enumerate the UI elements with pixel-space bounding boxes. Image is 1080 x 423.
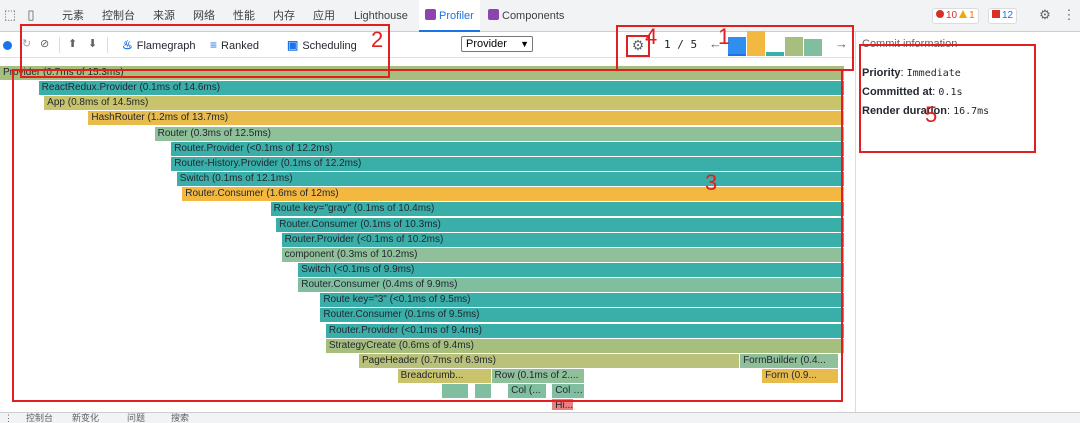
annotation-number: 1 <box>718 24 731 49</box>
flamegraph-bar[interactable]: Router.Consumer (1.6ms of 12ms) <box>182 187 845 202</box>
error-icon <box>936 10 944 18</box>
flamegraph-bar[interactable]: Row (0.1ms of 2.... <box>491 369 586 383</box>
flamegraph-bar[interactable]: FormBuilder (0.4... <box>740 353 840 368</box>
commit-info-title: Commit information <box>862 38 958 50</box>
tab-profiler[interactable]: Profiler <box>419 0 480 32</box>
flamegraph-chart: Provider (0.7ms of 15.3ms) ReactRedux.Pro… <box>0 66 848 410</box>
flamegraph-bar[interactable] <box>474 384 492 399</box>
calendar-icon: ▣ <box>287 38 299 52</box>
commit-info-panel: Commit information Priority: Immediate C… <box>855 32 1080 412</box>
tab-sources[interactable]: 来源 <box>153 10 175 22</box>
tab-console[interactable]: 控制台 <box>102 10 135 22</box>
drawer-tab-issues[interactable]: 问题 <box>127 413 146 423</box>
flamegraph-bar[interactable]: Breadcrumb... <box>397 369 492 383</box>
root-selector[interactable]: Provider ▼ <box>461 36 533 52</box>
flamegraph-bar[interactable]: component (0.3ms of 10.2ms) <box>281 247 845 262</box>
flamegraph-bar[interactable]: Col (... <box>508 384 547 399</box>
flamegraph-bar[interactable]: Switch (0.1ms of 12.1ms) <box>176 172 845 187</box>
tab-lighthouse[interactable]: Lighthouse <box>354 10 408 22</box>
inspect-element-icon[interactable]: ⬚ <box>3 7 17 22</box>
drawer-menu-icon[interactable]: ⋮ <box>4 413 13 423</box>
settings-gear-icon[interactable]: ⚙ <box>1039 7 1051 22</box>
commit-bar[interactable] <box>766 51 784 56</box>
priority-row: Priority: Immediate <box>862 67 961 79</box>
issues-icon <box>992 10 1000 18</box>
flamegraph-bar[interactable]: Route key="gray" (0.1ms of 10.4ms) <box>270 202 845 217</box>
drawer-tab-bar: ⋮ 控制台 新变化 问题 搜索 <box>0 412 1080 423</box>
committed-at-row: Committed at: 0.1s <box>862 86 963 98</box>
drawer-tab-search[interactable]: 搜索 <box>171 413 190 423</box>
flamegraph-bar[interactable]: Router (0.3ms of 12.5ms) <box>154 126 845 141</box>
annotation-number: 3 <box>705 170 718 195</box>
commit-bar[interactable] <box>747 31 765 56</box>
drawer-tab-console[interactable]: 控制台 <box>26 413 54 423</box>
flamegraph-bar[interactable]: Router.Consumer (0.1ms of 10.3ms) <box>276 217 845 232</box>
clear-profile-icon[interactable]: ⊘ <box>40 38 50 50</box>
flamegraph-bar[interactable]: ReactRedux.Provider (0.1ms of 14.6ms) <box>38 81 845 96</box>
annotation-number: 5 <box>925 102 938 127</box>
flamegraph-bar[interactable]: Router-History.Provider (0.1ms of 12.2ms… <box>171 156 845 171</box>
react-logo-icon <box>425 9 436 20</box>
flamegraph-bar[interactable] <box>441 384 470 399</box>
flamegraph-bar[interactable]: Router.Consumer (0.1ms of 9.5ms) <box>320 308 845 323</box>
flamegraph-bar[interactable]: App (0.8ms of 14.5ms) <box>44 96 845 111</box>
annotation-number: 2 <box>371 27 384 52</box>
drawer-tab-whats-new[interactable]: 新变化 <box>72 413 100 423</box>
toolbar-divider <box>107 37 108 53</box>
tab-elements[interactable]: 元素 <box>62 10 84 22</box>
error-count-badge[interactable]: 10 1 <box>932 8 979 24</box>
load-profile-icon[interactable]: ⬆ <box>68 38 78 50</box>
commit-index: 1 / 5 <box>664 38 698 51</box>
previous-commit-icon[interactable]: ← <box>709 36 722 51</box>
tab-network[interactable]: 网络 <box>193 10 215 22</box>
flamegraph-bar[interactable]: Switch (<0.1ms of 9.9ms) <box>298 262 845 277</box>
flamegraph-bar[interactable]: Router.Provider (<0.1ms of 12.2ms) <box>171 141 845 156</box>
flamegraph-bar[interactable]: StrategyCreate (0.6ms of 9.4ms) <box>325 338 845 353</box>
tab-performance[interactable]: 性能 <box>233 10 255 22</box>
tab-components[interactable]: Components <box>488 0 564 32</box>
scheduling-tab[interactable]: ▣ Scheduling <box>287 38 357 52</box>
flamegraph-bar[interactable]: Hi... <box>552 399 575 410</box>
react-logo-icon <box>488 9 499 20</box>
tab-application[interactable]: 应用 <box>313 10 335 22</box>
flamegraph-bar[interactable]: Provider (0.7ms of 15.3ms) <box>0 66 845 80</box>
flamegraph-bar[interactable]: Router.Provider (<0.1ms of 10.2ms) <box>281 232 845 247</box>
ranked-icon: ≡ <box>210 38 218 52</box>
flame-icon: ♨ <box>122 38 133 52</box>
render-duration-row: Render duration: 16.7ms <box>862 105 990 117</box>
flamegraph-bar[interactable]: Router.Provider (<0.1ms of 9.4ms) <box>325 323 845 338</box>
device-toolbar-icon[interactable]: ▯ <box>27 7 35 22</box>
profiler-toolbar: ↻ ⊘ ⬆ ⬇ ♨ Flamegraph ≡ Ranked ▣ Scheduling <box>0 32 855 58</box>
profiler-settings-icon[interactable]: ⚙ <box>631 37 645 53</box>
ranked-tab[interactable]: ≡ Ranked <box>210 38 259 52</box>
next-commit-icon[interactable]: → <box>835 36 848 51</box>
tab-memory[interactable]: 内存 <box>273 10 295 22</box>
flamegraph-bar[interactable]: PageHeader (0.7ms of 6.9ms) <box>358 353 741 368</box>
flamegraph-bar[interactable]: Route key="3" (<0.1ms of 9.5ms) <box>320 293 845 308</box>
commit-bar[interactable] <box>785 37 803 56</box>
chevron-down-icon: ▼ <box>520 39 529 49</box>
annotation-number: 4 <box>645 24 658 49</box>
devtools-tab-bar: ⬚ ▯ 元素 控制台 来源 网络 性能 内存 应用 Lighthouse Pro… <box>0 0 1080 32</box>
more-options-icon[interactable]: ⋮ <box>1062 7 1076 22</box>
reload-and-profile-icon[interactable]: ↻ <box>22 38 32 50</box>
flamegraph-bar[interactable]: HashRouter (1.2ms of 13.7ms) <box>88 111 845 126</box>
toolbar-divider <box>59 37 60 53</box>
flamegraph-bar[interactable]: Col (<... <box>552 384 586 399</box>
flamegraph-bar[interactable]: Form (0.9... <box>762 369 840 383</box>
save-profile-icon[interactable]: ⬇ <box>88 38 98 50</box>
flamegraph-tab[interactable]: ♨ Flamegraph <box>122 38 196 52</box>
warning-icon <box>959 10 968 18</box>
flamegraph-bar[interactable]: Router.Consumer (0.4ms of 9.9ms) <box>298 278 845 293</box>
commit-bar[interactable] <box>728 37 746 56</box>
issues-badge[interactable]: 12 <box>988 8 1018 24</box>
record-button[interactable] <box>3 41 12 50</box>
commit-bar[interactable] <box>804 38 822 56</box>
